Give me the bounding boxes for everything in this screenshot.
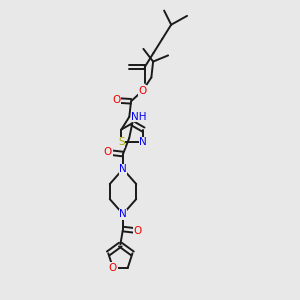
Text: N: N <box>119 164 127 174</box>
Text: N: N <box>140 137 147 147</box>
Text: O: O <box>109 262 117 273</box>
Text: O: O <box>138 86 147 96</box>
Text: N: N <box>119 209 127 219</box>
Text: NH: NH <box>131 112 147 122</box>
Text: O: O <box>104 147 112 157</box>
Text: O: O <box>134 226 142 236</box>
Text: S: S <box>118 137 125 147</box>
Text: O: O <box>112 95 121 105</box>
